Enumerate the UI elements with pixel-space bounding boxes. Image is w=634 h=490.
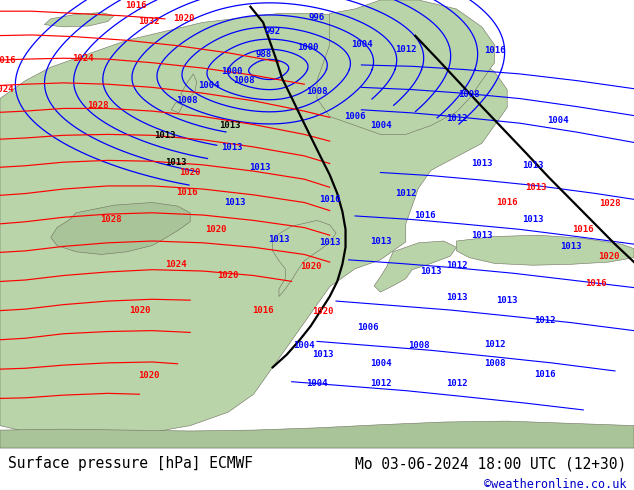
- Text: 1013: 1013: [420, 267, 442, 275]
- Text: 1016: 1016: [496, 198, 518, 207]
- Text: 1024: 1024: [165, 260, 187, 269]
- Text: 1008: 1008: [408, 342, 429, 350]
- Text: 1020: 1020: [300, 262, 321, 271]
- Text: 1013: 1013: [154, 131, 176, 140]
- Text: 1016: 1016: [585, 279, 607, 288]
- Text: 1012: 1012: [446, 261, 467, 270]
- Text: 1004: 1004: [370, 359, 391, 368]
- Text: 1008: 1008: [176, 97, 198, 105]
- Text: 1013: 1013: [313, 350, 334, 359]
- Text: 1008: 1008: [484, 359, 505, 368]
- Text: 1013: 1013: [268, 235, 290, 244]
- Text: 1016: 1016: [126, 1, 147, 10]
- Text: 1020: 1020: [205, 225, 226, 234]
- Text: 1006: 1006: [357, 322, 378, 332]
- Polygon shape: [273, 220, 336, 296]
- Text: 1013: 1013: [219, 121, 240, 130]
- Text: 1012: 1012: [395, 189, 417, 198]
- Text: 1008: 1008: [306, 87, 328, 97]
- Text: 1013: 1013: [221, 144, 242, 152]
- Text: 1016: 1016: [319, 195, 340, 204]
- Text: 1013: 1013: [224, 198, 245, 207]
- Polygon shape: [374, 241, 456, 292]
- Text: 1012: 1012: [534, 316, 556, 325]
- Polygon shape: [0, 13, 507, 439]
- Text: 1020: 1020: [598, 252, 619, 261]
- Text: Surface pressure [hPa] ECMWF: Surface pressure [hPa] ECMWF: [8, 457, 252, 471]
- Text: 1012: 1012: [395, 45, 417, 54]
- Text: 1020: 1020: [129, 306, 150, 315]
- Text: 1016: 1016: [573, 225, 594, 234]
- Text: 1020: 1020: [138, 371, 160, 380]
- Text: 1013: 1013: [496, 295, 518, 305]
- Text: 1004: 1004: [370, 121, 391, 130]
- Text: 1013: 1013: [165, 158, 187, 167]
- Text: 1013: 1013: [249, 164, 271, 172]
- Text: 1013: 1013: [471, 231, 493, 240]
- Text: 1016: 1016: [176, 188, 198, 197]
- Polygon shape: [0, 421, 634, 448]
- Text: 1013: 1013: [370, 238, 391, 246]
- Text: 1013: 1013: [560, 242, 581, 251]
- Text: 1004: 1004: [547, 117, 569, 125]
- Text: 1004: 1004: [306, 379, 328, 388]
- Text: 1024: 1024: [72, 54, 93, 63]
- Text: 1013: 1013: [522, 215, 543, 224]
- Polygon shape: [456, 235, 634, 265]
- Text: 1004: 1004: [351, 40, 372, 49]
- Text: 1013: 1013: [471, 159, 493, 168]
- Polygon shape: [181, 74, 197, 99]
- Text: Mo 03-06-2024 18:00 UTC (12+30): Mo 03-06-2024 18:00 UTC (12+30): [355, 457, 626, 471]
- Text: 1012: 1012: [446, 114, 467, 123]
- Text: 1016: 1016: [252, 306, 274, 315]
- Text: 996: 996: [309, 13, 325, 23]
- Polygon shape: [44, 13, 114, 27]
- Text: 1012: 1012: [484, 341, 505, 349]
- Text: 1013: 1013: [525, 183, 547, 192]
- Text: 1028: 1028: [599, 199, 621, 208]
- Text: 1012: 1012: [446, 379, 467, 388]
- Text: 1028: 1028: [100, 215, 122, 224]
- Text: 1000: 1000: [297, 43, 318, 51]
- Text: 1020: 1020: [179, 168, 201, 177]
- Text: 1004: 1004: [198, 81, 220, 90]
- Polygon shape: [317, 0, 495, 134]
- Text: 1008: 1008: [458, 90, 480, 98]
- Text: 1008: 1008: [233, 76, 255, 85]
- Text: 1016: 1016: [534, 369, 556, 379]
- Text: 1016: 1016: [484, 46, 505, 55]
- Text: 1016: 1016: [0, 56, 16, 65]
- Polygon shape: [171, 102, 183, 113]
- Text: ©weatheronline.co.uk: ©weatheronline.co.uk: [484, 478, 626, 490]
- Text: 1013: 1013: [319, 238, 340, 247]
- Text: 1006: 1006: [344, 112, 366, 121]
- Text: 1020: 1020: [217, 271, 239, 280]
- Text: 1013: 1013: [522, 161, 543, 170]
- Text: 1016: 1016: [414, 211, 436, 220]
- Text: 1004: 1004: [294, 342, 315, 350]
- Text: 1028: 1028: [87, 101, 109, 110]
- Text: 1024: 1024: [0, 85, 14, 94]
- Text: 1012: 1012: [370, 379, 391, 388]
- Text: 988: 988: [255, 50, 271, 59]
- Text: 1020: 1020: [173, 14, 195, 24]
- Text: 1013: 1013: [446, 294, 467, 302]
- Text: 1032: 1032: [138, 17, 160, 26]
- Polygon shape: [51, 202, 190, 254]
- Text: 992: 992: [264, 27, 281, 36]
- Text: 1020: 1020: [313, 307, 334, 316]
- Text: 1000: 1000: [221, 67, 242, 76]
